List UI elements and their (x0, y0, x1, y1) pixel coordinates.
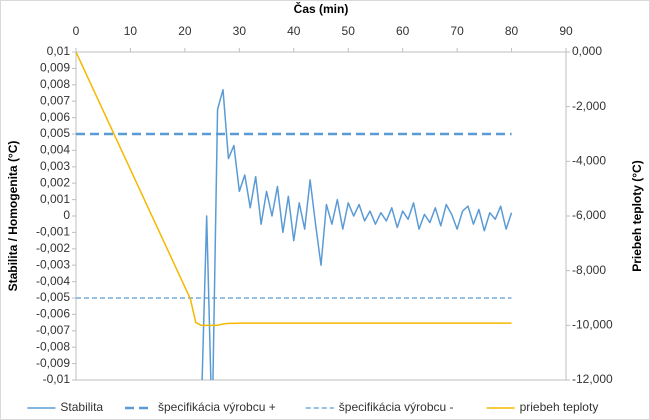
y2-tick-label: -8,000 (572, 263, 606, 277)
y2-tick-label: -10,000 (572, 318, 613, 332)
y-tick-label: 0,004 (40, 143, 70, 157)
x-tick-label: 80 (505, 24, 519, 38)
y-tick-label: -0,007 (36, 323, 70, 337)
legend-label: priebeh teploty (520, 400, 599, 414)
y-tick-label: 0,008 (40, 77, 70, 91)
y-tick-label: 0,002 (40, 175, 70, 189)
y-tick-label: -0,008 (36, 339, 70, 353)
x-tick-label: 90 (559, 24, 573, 38)
y-tick-label: 0,007 (40, 93, 70, 107)
y-axis-title: Stabilita / Homogenita (°C) (6, 141, 20, 292)
legend-label: Stabilita (60, 400, 103, 414)
plot-area (76, 52, 513, 380)
y-tick-label: -0,01 (43, 372, 71, 386)
y-tick-label: -0,003 (36, 257, 70, 271)
y-tick-label: 0,005 (40, 126, 70, 140)
x-tick-label: 10 (124, 24, 138, 38)
x-tick-label: 40 (287, 24, 301, 38)
y-tick-label: -0,005 (36, 290, 70, 304)
y-tick-label: 0 (63, 208, 70, 222)
y-tick-label: 0,006 (40, 110, 70, 124)
series-line (76, 52, 512, 327)
x-tick-label: 60 (396, 24, 410, 38)
y2-tick-label: -12,000 (572, 372, 613, 386)
x-tick-label: 20 (178, 24, 192, 38)
y-tick-label: -0,002 (36, 241, 70, 255)
y2-axis-title: Priebeh teploty (°C) (630, 160, 644, 271)
x-tick-label: 30 (233, 24, 247, 38)
y-tick-label: -0,004 (36, 274, 70, 288)
y2-tick-label: 0,000 (572, 44, 602, 58)
x-tick-label: 50 (342, 24, 356, 38)
y2-tick-label: -2,000 (572, 99, 606, 113)
y-tick-label: 0,003 (40, 159, 70, 173)
y-tick-label: -0,001 (36, 225, 70, 239)
y-tick-label: -0,009 (36, 356, 70, 370)
y-tick-label: 0,01 (47, 44, 71, 58)
x-tick-label: 70 (450, 24, 464, 38)
y2-tick-label: -6,000 (572, 208, 606, 222)
y-tick-label: 0,001 (40, 192, 70, 206)
y2-tick-label: -4,000 (572, 154, 606, 168)
x-axis-title: Čas (min) (294, 1, 349, 16)
legend-label: špecifikácia výrobcu - (339, 400, 454, 414)
y-tick-label: 0,009 (40, 61, 70, 75)
y-tick-label: -0,006 (36, 307, 70, 321)
series-line (201, 88, 513, 380)
x-tick-label: 0 (73, 24, 80, 38)
legend-label: špecifikácia výrobcu + (158, 400, 276, 414)
